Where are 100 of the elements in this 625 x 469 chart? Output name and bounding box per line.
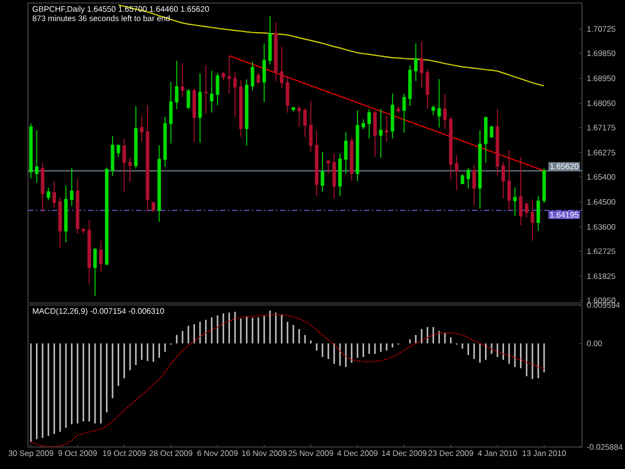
- candlestick: [198, 73, 202, 144]
- candlestick: [478, 130, 482, 210]
- x-tick-label: 28 Oct 2009: [149, 450, 192, 456]
- y-tick-label: 0.00: [587, 340, 602, 346]
- candlestick: [390, 93, 394, 140]
- candlestick: [384, 116, 388, 142]
- candlestick: [169, 81, 173, 144]
- candlestick: [507, 150, 511, 211]
- candlestick: [460, 174, 464, 185]
- candlestick: [292, 106, 296, 112]
- candlestick: [99, 240, 103, 272]
- x-tick-label: 4 Dec 2009: [337, 450, 378, 456]
- candlestick: [233, 71, 237, 118]
- candlestick: [93, 248, 97, 297]
- candlestick: [530, 198, 534, 242]
- candlestick: [338, 153, 342, 197]
- candlestick: [326, 160, 330, 174]
- candlestick: [332, 153, 336, 200]
- candlestick: [414, 43, 418, 82]
- candlestick: [524, 202, 528, 218]
- y-tick-label: 1.62725: [587, 248, 616, 254]
- candlestick: [536, 195, 540, 232]
- ref-line-label: 1.64195: [550, 212, 578, 218]
- candlestick: [373, 110, 377, 158]
- candlestick: [110, 136, 114, 176]
- candlestick: [466, 168, 470, 190]
- candlestick: [443, 94, 447, 130]
- candlestick: [496, 108, 500, 176]
- candlestick: [40, 162, 44, 213]
- candlestick: [157, 144, 161, 222]
- candlestick: [70, 168, 74, 207]
- candlestick: [192, 88, 196, 142]
- ref-line-label: 1.65620: [550, 164, 578, 170]
- candlestick: [163, 116, 167, 168]
- candlestick: [314, 130, 318, 196]
- candlestick: [286, 76, 290, 114]
- y-tick-label: 1.61825: [587, 273, 616, 280]
- candlestick: [379, 108, 383, 158]
- candlestick: [64, 184, 68, 243]
- candlestick: [350, 137, 354, 182]
- candlestick: [362, 118, 366, 130]
- candlestick: [174, 60, 178, 110]
- x-tick-label: 30 Sep 2009: [8, 450, 54, 458]
- x-tick-label: 14 Dec 2009: [382, 450, 426, 456]
- candlestick: [227, 55, 231, 94]
- chart-title: MACD(12,26,9) -0.007154 -0.006310: [32, 308, 164, 316]
- candlestick: [250, 61, 254, 91]
- candlestick: [216, 72, 220, 106]
- candlestick: [297, 104, 301, 128]
- y-tick-label: 1.66275: [587, 150, 616, 156]
- y-tick-label: 1.65400: [587, 174, 616, 180]
- candlestick: [82, 228, 86, 234]
- candlestick: [186, 88, 190, 110]
- candlestick: [408, 64, 412, 107]
- candlestick: [274, 22, 278, 82]
- y-tick-label: 1.68050: [587, 100, 616, 106]
- candlestick: [356, 110, 360, 182]
- y-tick-label: 1.69850: [587, 50, 616, 56]
- candlestick: [262, 43, 266, 103]
- candlestick: [46, 187, 50, 201]
- x-tick-label: 4 Jan 2010: [478, 450, 517, 456]
- candlestick: [128, 157, 132, 182]
- candlestick: [280, 46, 284, 90]
- candlestick: [502, 161, 506, 200]
- candlestick: [420, 40, 424, 88]
- candlestick: [396, 106, 400, 114]
- candlestick: [256, 72, 260, 85]
- candlestick: [309, 100, 313, 152]
- x-tick-label: 9 Oct 2009: [58, 450, 97, 456]
- y-tick-label: 1.70725: [587, 26, 616, 32]
- candlestick: [146, 104, 150, 212]
- x-tick-label: 6 Nov 2009: [197, 450, 238, 456]
- candlestick: [490, 125, 494, 138]
- candlestick: [58, 196, 62, 250]
- candlestick: [52, 180, 56, 208]
- candlestick: [449, 116, 453, 180]
- candlestick: [210, 70, 214, 113]
- candlestick: [344, 132, 348, 174]
- candlestick: [134, 106, 138, 170]
- x-tick-label: 25 Nov 2009: [288, 450, 334, 456]
- y-tick-label: -0.025884: [587, 444, 623, 450]
- candlestick: [454, 154, 458, 191]
- candlestick: [76, 178, 80, 234]
- candlestick: [303, 108, 307, 138]
- candlestick: [140, 114, 144, 142]
- candlestick: [519, 156, 523, 226]
- candlestick: [180, 63, 184, 98]
- candlestick: [402, 93, 406, 134]
- x-tick-label: 16 Nov 2009: [242, 450, 286, 456]
- candlestick: [367, 108, 371, 140]
- candlestick: [29, 123, 33, 180]
- x-tick-label: 13 Jan 2010: [522, 450, 566, 456]
- candlestick: [484, 116, 488, 164]
- candlestick: [87, 220, 91, 285]
- candlestick: [222, 71, 226, 81]
- candlestick: [432, 104, 436, 116]
- candlestick: [204, 64, 208, 114]
- y-tick-label: 1.63600: [587, 224, 616, 230]
- candlestick: [152, 201, 156, 213]
- text: 873 minutes 36 seconds left to bar end: [32, 15, 170, 22]
